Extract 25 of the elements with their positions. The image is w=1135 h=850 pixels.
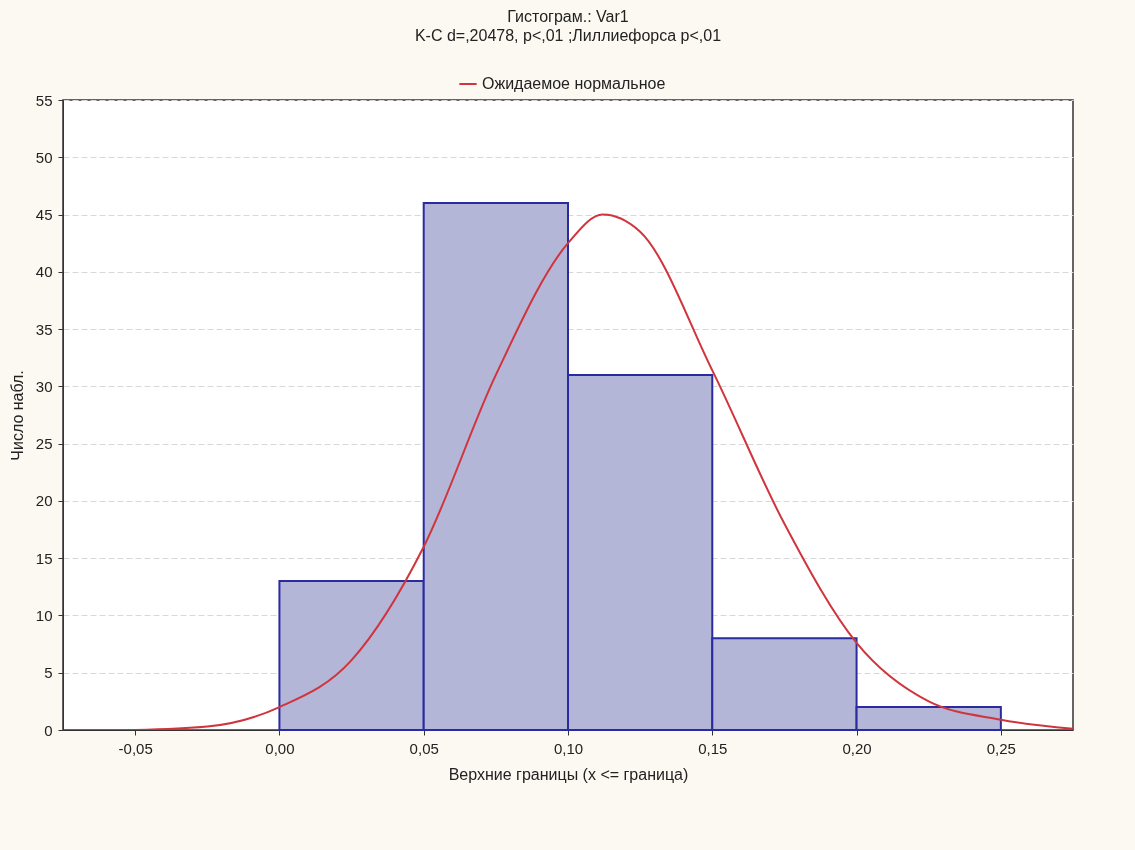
chart-title: Гистограм.: Var1 xyxy=(507,8,629,25)
y-tick-label: 20 xyxy=(35,492,53,510)
y-axis-title: Число набл. xyxy=(8,370,26,461)
y-tick-label: 30 xyxy=(35,377,53,395)
y-tick-label: 45 xyxy=(35,206,53,224)
y-tick-label: 0 xyxy=(44,721,53,739)
chart-subtitle: K-C d=,20478, p<,01 ;Лиллиефорса p<,01 xyxy=(414,27,722,44)
y-tick-label: 15 xyxy=(35,549,53,567)
x-tick-label: -0,05 xyxy=(118,739,153,757)
y-tick-label: 35 xyxy=(35,320,53,338)
x-tick-label: 0,10 xyxy=(553,739,584,757)
x-axis-title: Верхние границы (x <= граница) xyxy=(448,765,689,783)
y-tick-label: 50 xyxy=(35,148,53,166)
x-tick-label: 0,20 xyxy=(842,739,872,757)
y-tick-label: 40 xyxy=(35,263,53,281)
x-tick-label: 0,00 xyxy=(265,739,295,757)
x-tick-label: 0,15 xyxy=(698,739,728,757)
y-tick-label: 55 xyxy=(35,91,53,109)
x-tick-label: 0,25 xyxy=(986,739,1016,757)
y-tick-label: 5 xyxy=(44,664,53,682)
y-tick-label: 25 xyxy=(35,435,53,453)
x-tick-label: 0,05 xyxy=(409,739,439,757)
legend-label: Ожидаемое нормальное xyxy=(482,75,666,92)
y-tick-label: 10 xyxy=(35,606,53,624)
line-series xyxy=(134,213,1073,730)
